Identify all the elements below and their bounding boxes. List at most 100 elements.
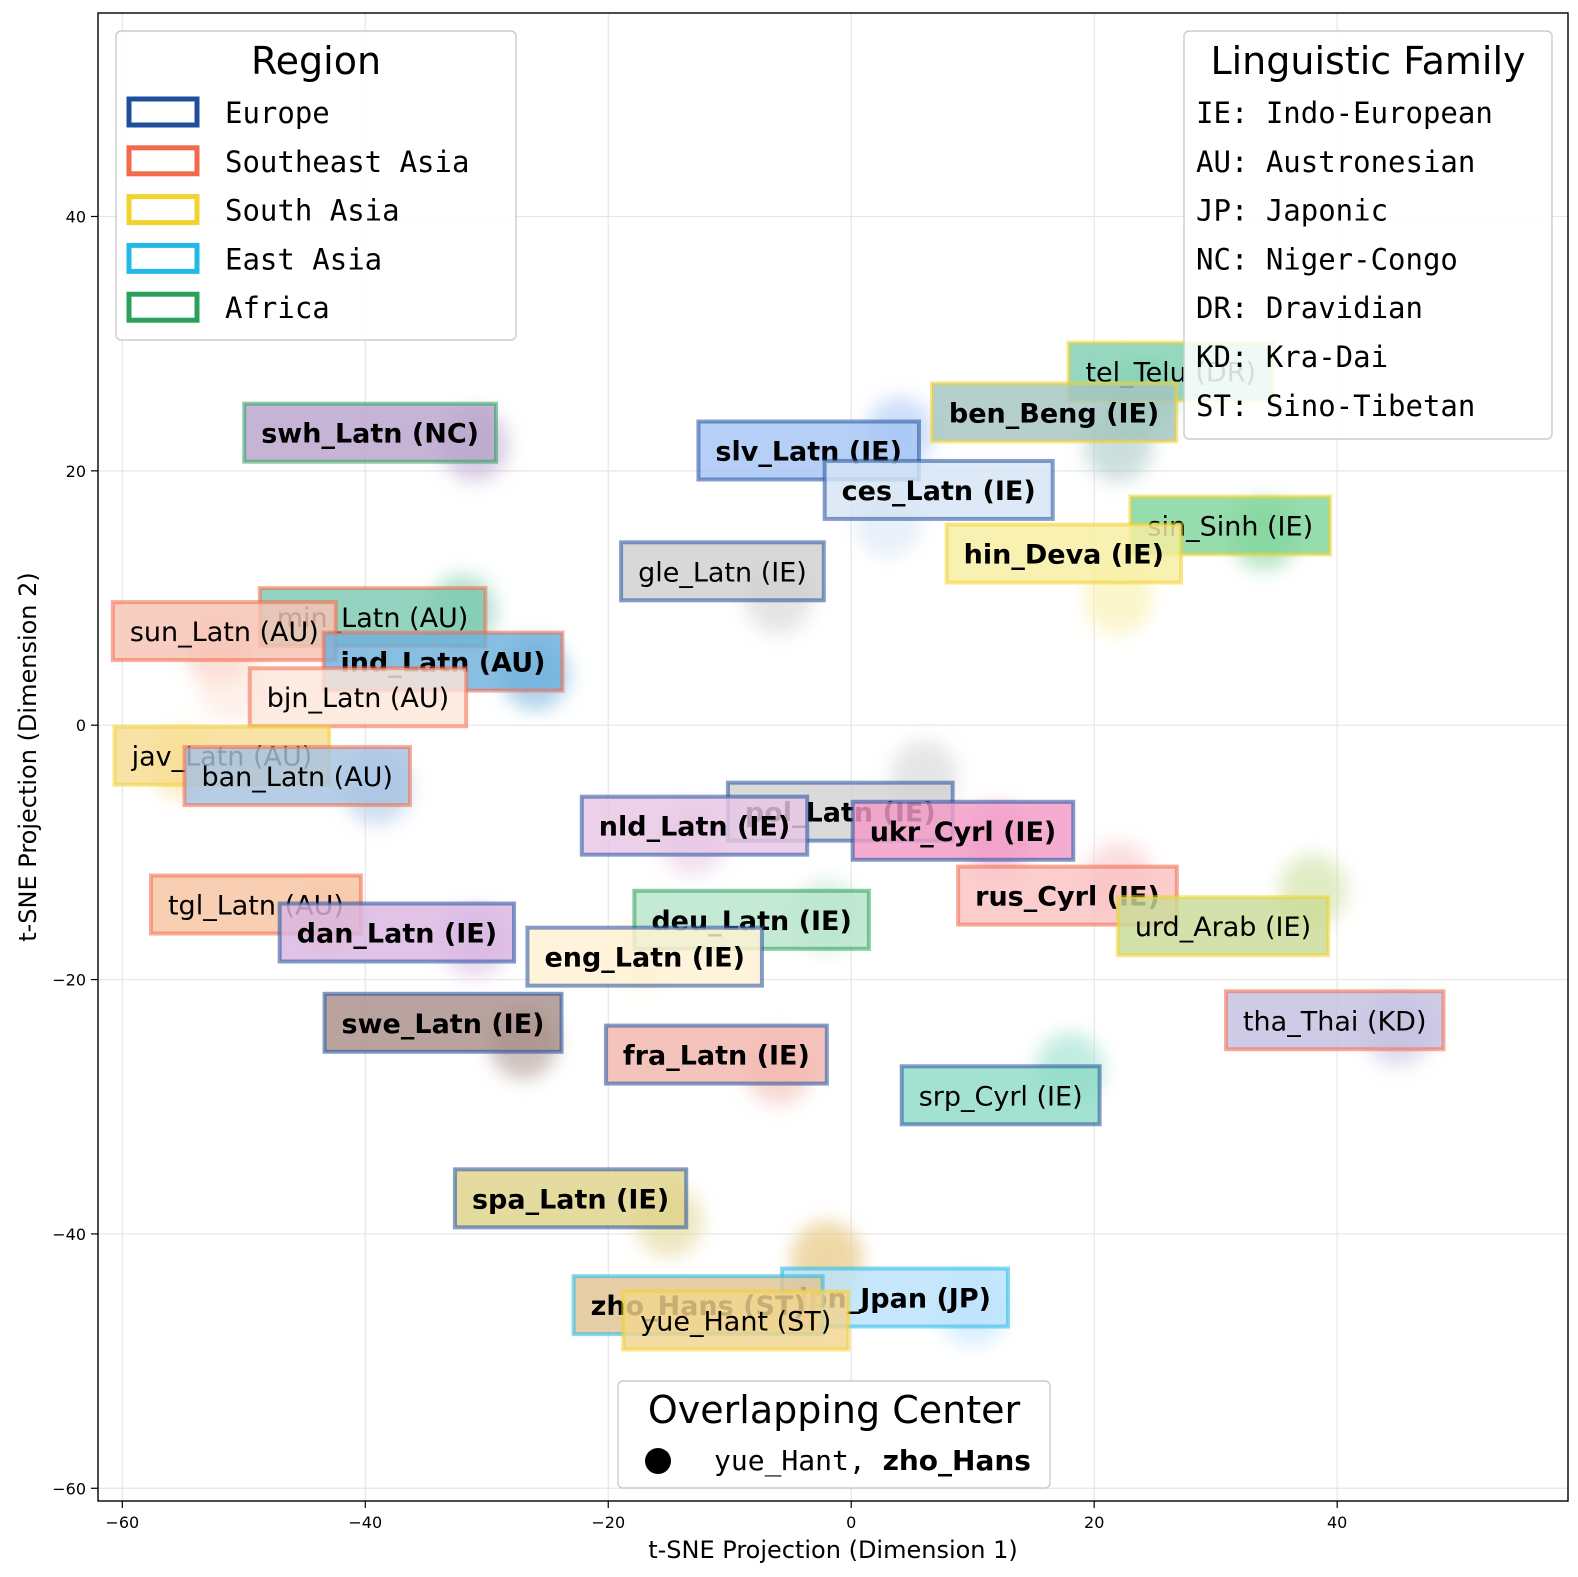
x-tick-label: −40: [348, 1513, 382, 1532]
point-ukr-cyrl-ie: ukr_Cyrl (IE): [850, 799, 1076, 862]
label-text: tha_Thai (KD): [1243, 1006, 1427, 1037]
region-legend-label: East Asia: [225, 242, 382, 276]
y-axis-label: t-SNE Projection (Dimension 2): [14, 572, 42, 942]
region-swatch-icon: [126, 291, 200, 323]
label-box: [619, 540, 826, 603]
label-box: [899, 1064, 1102, 1127]
label-text: eng_Latn (IE): [544, 943, 744, 974]
x-tick-label: 0: [846, 1513, 856, 1532]
x-tick-label: 40: [1327, 1513, 1347, 1532]
label-text: ces_Latn (IE): [842, 476, 1036, 507]
overlap-entry-normal: yue_Hant,: [714, 1444, 883, 1478]
point-swh-latn-nc: swh_Latn (NC): [242, 401, 499, 464]
y-tick-label: −20: [52, 971, 86, 990]
label-box: [110, 600, 338, 663]
x-tick-label: −60: [105, 1513, 139, 1532]
overlap-legend: Overlapping Center yue_Hant, zho_Hans: [617, 1380, 1051, 1489]
point-fra-latn-ie: fra_Latn (IE): [603, 1023, 829, 1086]
region-legend-label: Africa: [225, 291, 330, 325]
family-legend-item: IE: Indo-European: [1196, 96, 1493, 130]
x-axis-label: t-SNE Projection (Dimension 1): [648, 1536, 1018, 1564]
label-box: [579, 794, 810, 857]
region-legend-label: South Asia: [225, 194, 400, 228]
label-text: swh_Latn (NC): [261, 419, 479, 450]
region-legend-label: Europe: [225, 96, 330, 130]
point-ban-latn-au: ban_Latn (AU): [182, 745, 412, 808]
point-yue-hant-st: yue_Hant (ST): [621, 1289, 851, 1352]
label-text: ban_Latn (AU): [202, 762, 393, 793]
y-tick-label: −40: [52, 1225, 86, 1244]
label-box: [247, 666, 469, 729]
label-box: [944, 522, 1183, 585]
point-eng-latn-ie: eng_Latn (IE): [525, 925, 764, 988]
point-ben-beng-ie: ben_Beng (IE): [929, 381, 1179, 444]
point-ces-latn-ie: ces_Latn (IE): [822, 458, 1055, 521]
overlap-legend-frame: [617, 1380, 1051, 1489]
family-legend-item: JP: Japonic: [1196, 194, 1388, 228]
label-text: swe_Latn (IE): [342, 1009, 545, 1040]
point-urd-arab-ie: urd_Arab (IE): [1115, 895, 1331, 958]
region-legend-item-africa: Africa: [126, 291, 330, 325]
point-tha-thai-kd: tha_Thai (KD): [1223, 989, 1446, 1052]
label-box: [322, 991, 564, 1054]
point-dan-latn-ie: dan_Latn (IE): [277, 901, 517, 964]
label-text: bjn_Latn (AU): [267, 683, 449, 714]
region-legend-item-east-asia: East Asia: [126, 242, 382, 276]
point-swe-latn-ie: swe_Latn (IE): [322, 991, 564, 1054]
axis-ticks: −60 −40 −20 0 20 40 −60 −40 −20 0 20 40: [52, 207, 1347, 1532]
label-text: urd_Arab (IE): [1135, 912, 1311, 943]
family-legend-item: KD: Kra-Dai: [1196, 340, 1388, 374]
label-box: [242, 401, 499, 464]
y-tick-label: −60: [52, 1479, 86, 1498]
family-legend-item: AU: Austronesian: [1196, 145, 1475, 179]
family-legend-frame: [1183, 30, 1553, 440]
overlap-entry-bold: zho_Hans: [883, 1444, 1031, 1477]
y-tick-label: 40: [66, 207, 86, 226]
region-legend-item-southeast-asia: Southeast Asia: [126, 145, 469, 179]
region-legend: Region Europe Southeast Asia South Asia Eas…: [115, 30, 517, 341]
overlap-legend-title: Overlapping Center: [648, 1388, 1021, 1432]
label-text: hin_Deva (IE): [964, 540, 1164, 571]
point-hin-deva-ie: hin_Deva (IE): [944, 522, 1183, 585]
label-box: [1223, 989, 1446, 1052]
region-swatch-icon: [126, 242, 200, 274]
x-tick-label: −20: [591, 1513, 625, 1532]
overlap-marker-icon: [645, 1448, 671, 1474]
label-text: ukr_Cyrl (IE): [870, 817, 1057, 848]
label-text: nld_Latn (IE): [599, 812, 790, 843]
label-text: srp_Cyrl (IE): [919, 1081, 1083, 1112]
plot-frame: [97, 12, 1569, 1502]
label-box: [1115, 895, 1331, 958]
family-legend-title: Linguistic Family: [1210, 39, 1525, 83]
region-swatch-icon: [126, 194, 200, 226]
point-spa-latn-ie: spa_Latn (IE): [452, 1167, 689, 1230]
point-nld-latn-ie: nld_Latn (IE): [579, 794, 810, 857]
y-tick-label: 20: [66, 462, 86, 481]
point-sun-latn-au: sun_Latn (AU): [110, 600, 338, 663]
family-legend-item: DR: Dravidian: [1196, 291, 1423, 325]
language-labels: swh_Latn (NC)tel_Telu (DR)ben_Beng (IE)s…: [110, 340, 1446, 1352]
label-text: fra_Latn (IE): [623, 1041, 810, 1072]
label-box: [822, 458, 1055, 521]
point-slv-latn-ie: slv_Latn (IE): [696, 419, 921, 482]
region-legend-item-south-asia: South Asia: [126, 194, 400, 228]
region-swatch-icon: [126, 145, 200, 177]
point-gle-latn-ie: gle_Latn (IE): [619, 540, 826, 603]
label-text: sun_Latn (AU): [130, 617, 319, 648]
label-box: [525, 925, 764, 988]
label-text: ben_Beng (IE): [949, 398, 1159, 429]
family-legend: Linguistic Family IE: Indo-European AU: A…: [1183, 30, 1553, 440]
region-legend-item-europe: Europe: [126, 96, 330, 130]
region-legend-label: Southeast Asia: [225, 145, 469, 179]
region-swatch-icon: [126, 96, 200, 128]
point-bjn-latn-au: bjn_Latn (AU): [247, 666, 469, 729]
label-text: dan_Latn (IE): [297, 919, 497, 950]
label-text: spa_Latn (IE): [472, 1184, 669, 1215]
y-tick-label: 0: [76, 716, 86, 735]
label-box: [603, 1023, 829, 1086]
label-box: [182, 745, 412, 808]
label-box: [621, 1289, 851, 1352]
region-legend-frame: [115, 30, 517, 341]
family-legend-item: ST: Sino-Tibetan: [1196, 389, 1475, 423]
